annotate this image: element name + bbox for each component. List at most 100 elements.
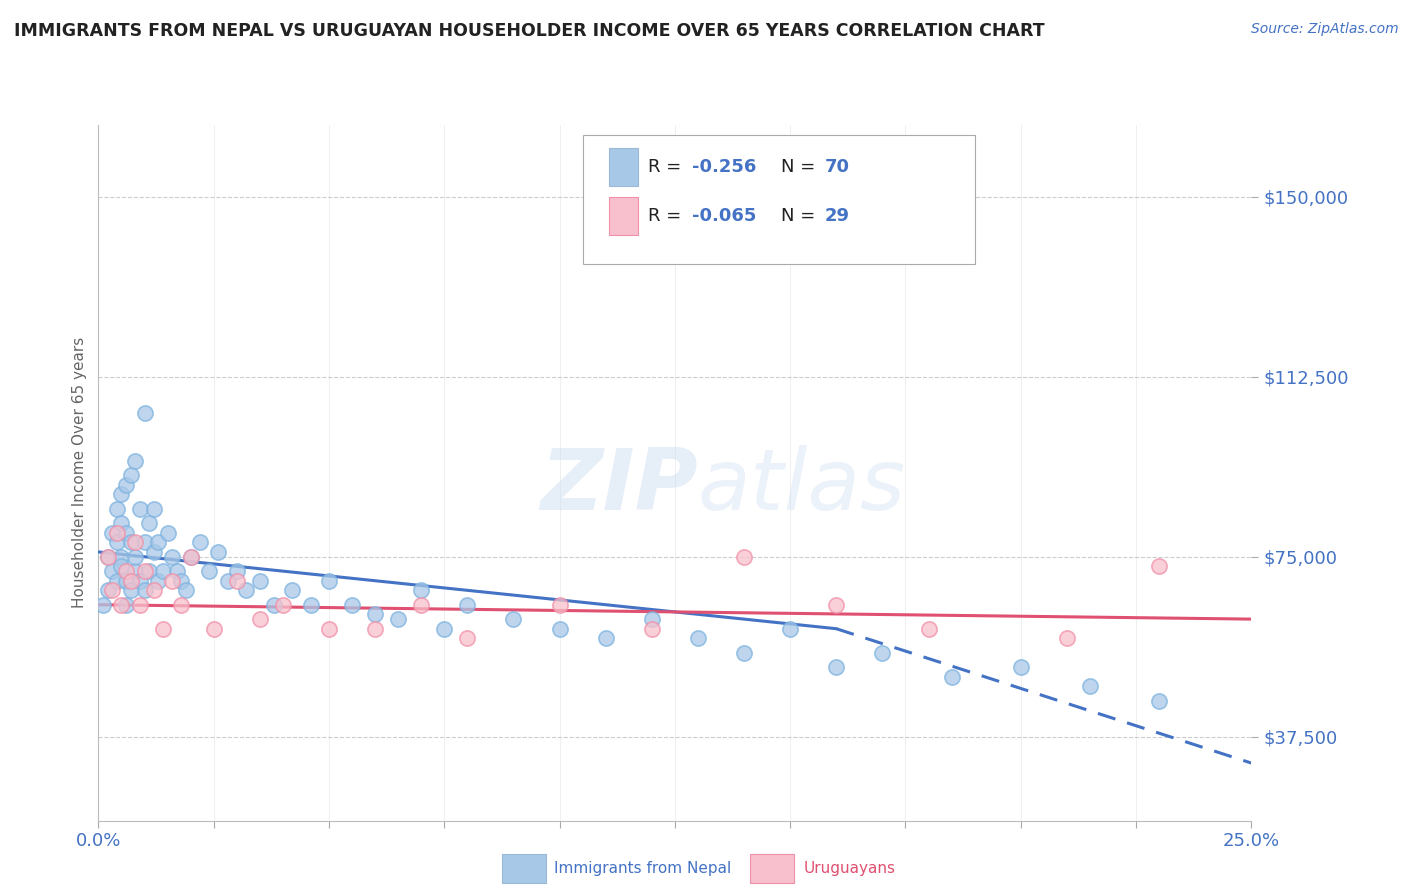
Point [188, 535, 211, 549]
Text: R =: R = [648, 207, 688, 225]
Point [249, 574, 271, 588]
Point [115, 574, 138, 588]
Point [1078, 679, 1101, 693]
Point [825, 660, 848, 674]
Point [733, 646, 755, 660]
Point [134, 535, 156, 549]
Point [134, 583, 156, 598]
Point [101, 525, 124, 540]
Point [1010, 660, 1032, 674]
Point [263, 598, 285, 612]
Point [641, 612, 664, 626]
Point [318, 574, 340, 588]
Point [120, 574, 142, 588]
Point [225, 564, 247, 578]
Point [548, 598, 571, 612]
Point [142, 583, 165, 598]
Point [110, 516, 132, 530]
Text: Immigrants from Nepal: Immigrants from Nepal [554, 861, 731, 876]
Point [502, 612, 524, 626]
Point [120, 583, 142, 598]
Point [142, 501, 165, 516]
Point [872, 646, 894, 660]
FancyBboxPatch shape [609, 148, 638, 186]
Point [166, 564, 188, 578]
Point [160, 574, 183, 588]
Text: 70: 70 [825, 158, 849, 177]
Point [110, 487, 132, 501]
Point [281, 583, 304, 598]
Point [548, 622, 571, 636]
Point [148, 574, 170, 588]
Text: Source: ZipAtlas.com: Source: ZipAtlas.com [1251, 22, 1399, 37]
Point [299, 598, 322, 612]
Point [156, 525, 179, 540]
Point [115, 525, 138, 540]
Point [595, 632, 617, 646]
Point [124, 549, 146, 564]
Text: N =: N = [780, 158, 821, 177]
Point [105, 501, 128, 516]
Text: ZIP: ZIP [540, 445, 697, 528]
Point [249, 612, 271, 626]
Point [124, 454, 146, 468]
Point [101, 583, 124, 598]
Point [318, 622, 340, 636]
Point [152, 622, 174, 636]
Point [180, 549, 202, 564]
Point [101, 564, 124, 578]
Point [686, 632, 709, 646]
Point [207, 545, 229, 559]
Point [105, 525, 128, 540]
Point [129, 501, 152, 516]
Text: Uruguayans: Uruguayans [804, 861, 896, 876]
Point [91, 598, 114, 612]
Point [364, 622, 387, 636]
FancyBboxPatch shape [609, 196, 638, 235]
Point [110, 549, 132, 564]
Point [271, 598, 294, 612]
Point [160, 549, 183, 564]
Point [105, 574, 128, 588]
Point [364, 607, 387, 622]
Point [110, 559, 132, 574]
Point [825, 598, 848, 612]
Point [387, 612, 409, 626]
Point [340, 598, 363, 612]
Text: IMMIGRANTS FROM NEPAL VS URUGUAYAN HOUSEHOLDER INCOME OVER 65 YEARS CORRELATION : IMMIGRANTS FROM NEPAL VS URUGUAYAN HOUSE… [14, 22, 1045, 40]
Point [198, 564, 221, 578]
Text: R =: R = [648, 158, 688, 177]
Text: 29: 29 [825, 207, 849, 225]
Point [217, 574, 239, 588]
Point [641, 622, 664, 636]
Point [134, 406, 156, 420]
Point [456, 598, 478, 612]
Text: -0.065: -0.065 [692, 207, 756, 225]
Point [148, 535, 170, 549]
Point [110, 598, 132, 612]
Point [1147, 694, 1170, 708]
FancyBboxPatch shape [502, 854, 546, 883]
Point [1147, 559, 1170, 574]
Text: -0.256: -0.256 [692, 158, 756, 177]
Point [152, 564, 174, 578]
Text: atlas: atlas [697, 445, 905, 528]
Point [917, 622, 939, 636]
Point [202, 622, 225, 636]
Point [120, 535, 142, 549]
Point [941, 670, 963, 684]
Point [174, 583, 197, 598]
Point [170, 598, 193, 612]
Point [129, 598, 152, 612]
Point [456, 632, 478, 646]
Point [129, 574, 152, 588]
Point [170, 574, 193, 588]
Point [105, 535, 128, 549]
Point [235, 583, 257, 598]
Point [124, 564, 146, 578]
Point [733, 549, 755, 564]
Point [115, 564, 138, 578]
Y-axis label: Householder Income Over 65 years: Householder Income Over 65 years [72, 337, 87, 608]
Point [97, 549, 120, 564]
Point [115, 598, 138, 612]
